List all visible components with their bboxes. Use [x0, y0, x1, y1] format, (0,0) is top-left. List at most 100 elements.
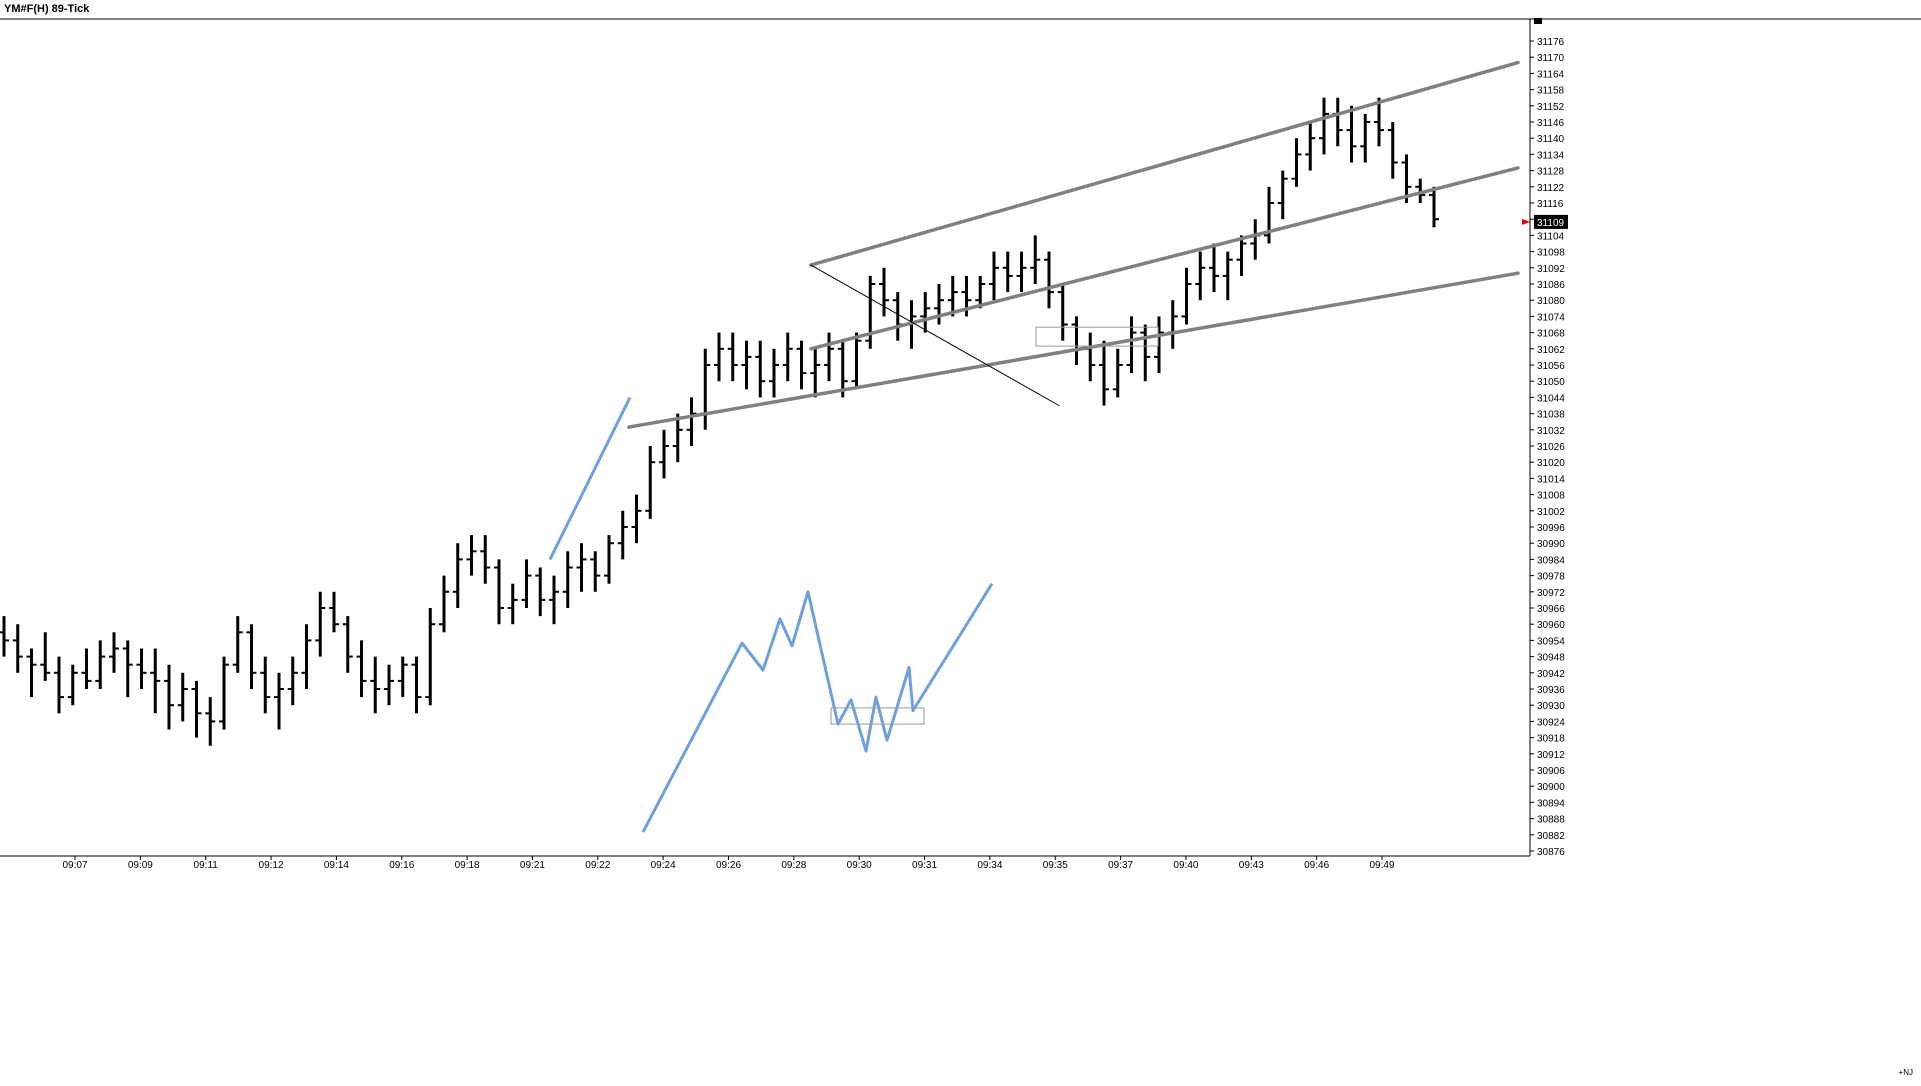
price-tick-label: 31026 — [1537, 442, 1565, 453]
price-tick-label: 31092 — [1537, 264, 1565, 275]
price-tick-label: 31128 — [1537, 167, 1565, 178]
price-tick-label: 31068 — [1537, 329, 1565, 340]
price-tick-label: 31044 — [1537, 393, 1565, 404]
swing-line — [548, 396, 994, 833]
ohlc-bar — [1195, 251, 1206, 301]
ohlc-bar — [397, 656, 408, 698]
price-tick-label: 31164 — [1537, 69, 1565, 80]
ohlc-bar — [356, 640, 367, 698]
ohlc-bar — [837, 340, 848, 398]
ohlc-bar — [741, 340, 752, 390]
ohlc-bar — [1030, 235, 1041, 284]
price-tick-label: 31134 — [1537, 150, 1565, 161]
time-tick-label: 09:49 — [1369, 860, 1394, 871]
ohlc-bar — [562, 551, 573, 608]
ohlc-bar — [1126, 316, 1137, 374]
price-tick-label: 30900 — [1537, 782, 1565, 793]
ohlc-bar — [480, 535, 491, 584]
price-tick-label: 30876 — [1537, 847, 1565, 858]
price-tick-label: 31152 — [1537, 102, 1565, 113]
rectangles — [830, 326, 1159, 725]
axis-corner-mark — [1534, 18, 1542, 24]
price-tick-label: 31080 — [1537, 296, 1565, 307]
ohlc-bar — [920, 292, 931, 333]
price-tick-label: 30882 — [1537, 831, 1565, 842]
price-tick-label: 30978 — [1537, 572, 1565, 583]
ohlc-bar — [1016, 251, 1027, 293]
price-tick-label: 31002 — [1537, 507, 1565, 518]
ohlc-bar — [315, 591, 326, 657]
price-tick-label: 31032 — [1537, 426, 1565, 437]
ohlc-bar — [466, 535, 477, 576]
time-tick-label: 09:18 — [455, 860, 480, 871]
ohlc-bar — [521, 559, 532, 608]
price-tick-label: 30996 — [1537, 523, 1565, 534]
ohlc-bar — [1181, 267, 1192, 325]
swing-zigzag — [641, 582, 994, 833]
ohlc-bar — [782, 332, 793, 382]
trend-line-channel-mid — [809, 166, 1520, 351]
price-tick-label: 31014 — [1537, 474, 1565, 485]
ohlc-bar — [287, 656, 298, 706]
ohlc-bar — [865, 275, 876, 349]
price-tick-label: 31122 — [1537, 183, 1565, 194]
price-tick-label: 30924 — [1537, 717, 1565, 728]
range-box-upper — [1035, 326, 1159, 347]
ohlc-bar — [1291, 138, 1302, 187]
ohlc-bar — [329, 591, 339, 633]
ohlc-bar — [232, 616, 243, 673]
price-tick-label: 31020 — [1537, 458, 1565, 469]
time-tick-label: 09:28 — [781, 860, 806, 871]
ohlc-bar — [1236, 235, 1247, 276]
price-tick-label: 30894 — [1537, 798, 1565, 809]
price-tick-label: 30960 — [1537, 620, 1565, 631]
price-tick-label: 31116 — [1537, 199, 1564, 210]
ohlc-bar — [1057, 284, 1068, 341]
ohlc-bar — [1222, 251, 1233, 301]
ohlc-bar — [1112, 348, 1123, 398]
price-axis[interactable]: 30876 30882 30888 30894 30900 30906 30912 30918… — [1530, 37, 1565, 858]
ohlc-bar — [452, 543, 463, 608]
ohlc-bar — [205, 697, 216, 746]
ohlc-bar — [219, 656, 229, 730]
price-tick-label: 30918 — [1537, 734, 1565, 745]
ohlc-bar — [301, 624, 312, 689]
last-price-box — [1534, 214, 1568, 229]
ohlc-bar — [590, 551, 601, 592]
ohlc-bar — [164, 664, 174, 730]
ohlc-bar — [411, 656, 422, 714]
range-box-lower — [830, 707, 925, 725]
swing-segment-upper — [548, 396, 632, 561]
ohlc-bar — [631, 494, 642, 544]
ohlc-bar — [370, 656, 381, 714]
price-tick-label: 30936 — [1537, 685, 1565, 696]
price-tick-label: 31170 — [1537, 53, 1565, 64]
ohlc-bar — [54, 656, 64, 714]
ohlc-bar — [136, 648, 147, 689]
ohlc-bar — [439, 575, 449, 633]
time-tick-label: 09:07 — [62, 860, 87, 871]
ohlc-bar — [769, 348, 779, 398]
corner-label: +NJ — [1898, 1068, 1913, 1077]
ohlc-bar — [1374, 97, 1384, 147]
price-tick-label: 30954 — [1537, 636, 1565, 647]
ohlc-bar — [494, 559, 504, 625]
trend-line-channel-high — [809, 60, 1520, 267]
ohlc-bar — [260, 656, 271, 714]
ohlc-bar — [150, 648, 161, 714]
time-tick-label: 09:35 — [1043, 860, 1068, 871]
ohlc-bar — [1387, 122, 1398, 179]
price-tick-label: 30972 — [1537, 588, 1565, 599]
price-tick-label: 30912 — [1537, 750, 1565, 761]
time-axis[interactable]: 09:07 09:09 09:11 09:12 09:14 09:16 09:18 09:21… — [62, 856, 1395, 871]
price-tick-label: 30906 — [1537, 766, 1565, 777]
price-tick-label: 31146 — [1537, 118, 1565, 129]
chart-title: YM#F(H) 89-Tick — [4, 3, 90, 15]
last-price-label: 31109 — [1537, 218, 1565, 229]
ohlc-bar — [1360, 113, 1371, 163]
price-tick-label: 30930 — [1537, 701, 1565, 712]
ohlc-bar — [1415, 178, 1426, 203]
ohlc-bar — [1099, 340, 1109, 406]
